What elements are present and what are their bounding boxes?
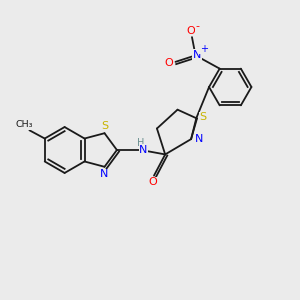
Text: +: + [200,44,208,54]
Text: O: O [165,58,173,68]
Text: N: N [193,50,201,60]
Text: N: N [100,169,109,179]
Text: N: N [195,134,203,143]
Text: -: - [195,21,199,31]
Text: S: S [199,112,206,122]
Text: N: N [139,145,148,155]
Text: O: O [148,177,157,187]
Text: H: H [137,138,144,148]
Text: CH₃: CH₃ [15,121,33,130]
Text: S: S [101,121,108,130]
Text: O: O [186,26,195,36]
